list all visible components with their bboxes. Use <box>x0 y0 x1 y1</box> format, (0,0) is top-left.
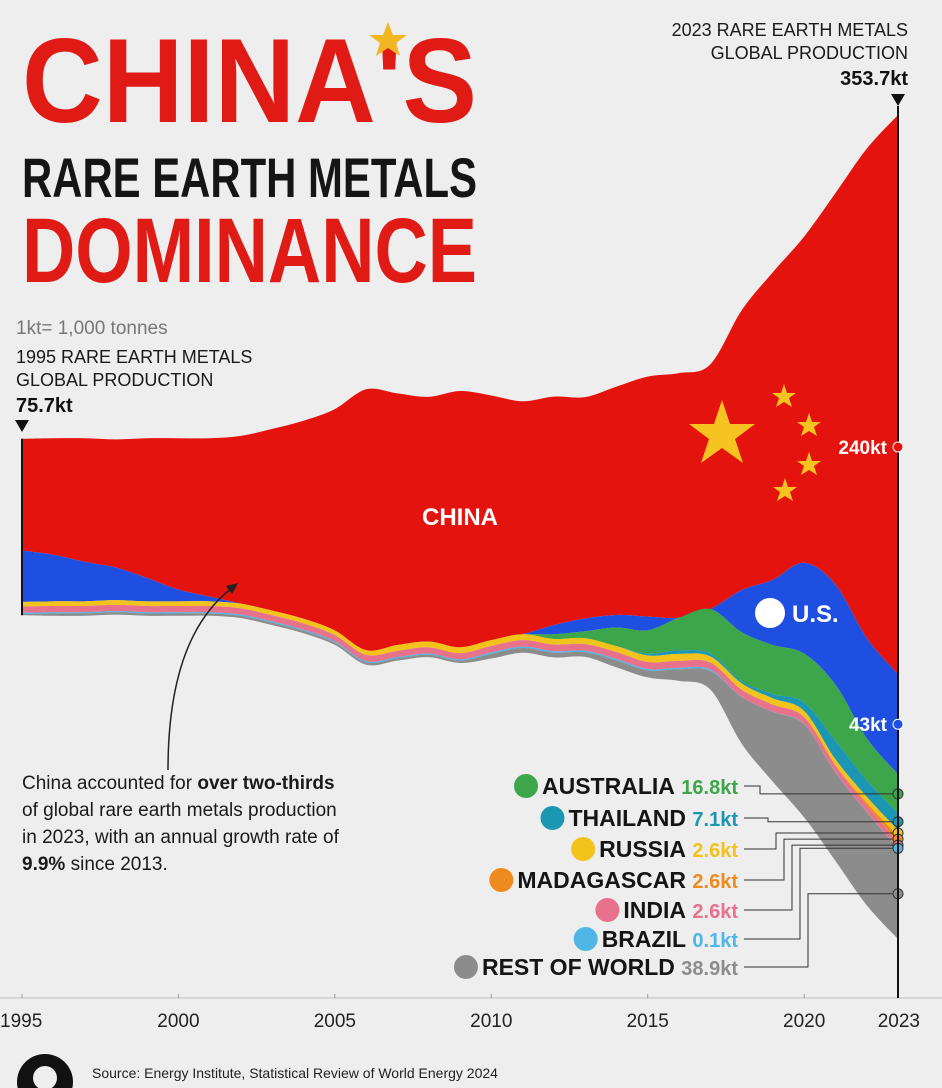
callout-line <box>167 587 233 771</box>
x-tick-label: 2010 <box>470 1011 512 1032</box>
callout: China accounted for over two-thirds of g… <box>22 770 340 878</box>
title: CHINA'S <box>22 14 477 148</box>
connector <box>744 832 898 850</box>
x-tick-label: 2000 <box>157 1011 199 1032</box>
legend-flag <box>571 837 596 861</box>
start-note: 1995 RARE EARTH METALS <box>16 347 252 367</box>
connector <box>744 847 898 940</box>
title-star <box>369 22 407 56</box>
end-note: GLOBAL PRODUCTION <box>711 43 908 63</box>
legend-flag <box>453 955 478 979</box>
legend-name: MADAGASCAR <box>517 867 686 893</box>
callout-emphasis: over two-thirds <box>197 773 335 794</box>
legend-name: BRAZIL <box>602 926 686 952</box>
flag-stars <box>689 384 821 501</box>
callout-text: since 2013. <box>65 854 168 875</box>
area <box>22 550 898 775</box>
title: DOMINANCE <box>22 200 477 302</box>
connector <box>744 893 898 968</box>
legend-value: 38.9kt <box>681 958 738 980</box>
connector <box>744 838 898 881</box>
legend: AUSTRALIA 16.8kt THAILAND 7.1kt RUSSIA 2.6… <box>453 773 904 980</box>
legend-entry: BRAZIL 0.1kt <box>602 926 739 952</box>
legend-value: 0.1kt <box>692 930 738 952</box>
callout-text: China accounted for <box>22 773 198 794</box>
legend-flag <box>595 898 620 922</box>
unit-note: 1kt= 1,000 tonnes <box>16 318 168 339</box>
end-note: 2023 RARE EARTH METALS <box>672 20 908 40</box>
legend-value: 16.8kt <box>681 777 738 799</box>
legend-entry: AUSTRALIA 16.8kt <box>542 773 738 799</box>
legend-value: 2.6kt <box>692 901 738 923</box>
legend-flag <box>573 927 598 951</box>
legend-entry: REST OF WORLD 38.9kt <box>482 954 738 980</box>
legend-value: 2.6kt <box>692 871 738 893</box>
legend-name: THAILAND <box>568 805 686 831</box>
title: RARE EARTH METALS <box>22 146 477 209</box>
legend-name: RUSSIA <box>599 836 686 862</box>
end-dot <box>892 718 904 730</box>
legend-value: 2.6kt <box>692 840 738 862</box>
value-label: 43kt <box>849 715 888 736</box>
connector <box>744 844 898 911</box>
callout-text: of global rare earth metals production i… <box>22 800 339 848</box>
value-label: 240kt <box>838 438 887 459</box>
connector <box>744 817 898 823</box>
stream <box>22 114 898 940</box>
start-note: GLOBAL PRODUCTION <box>16 370 213 390</box>
x-tick-label: 2015 <box>627 1011 669 1032</box>
marker <box>15 420 29 432</box>
x-tick-label: 2023 <box>878 1011 920 1032</box>
area <box>22 604 898 849</box>
area <box>22 600 898 837</box>
legend-name: AUSTRALIA <box>542 773 675 799</box>
legend-flag <box>540 806 565 830</box>
callout-emphasis: 9.9% <box>22 854 66 875</box>
legend-flag <box>514 774 538 798</box>
series-label: U.S. <box>792 601 839 628</box>
legend-entry: THAILAND 7.1kt <box>568 805 738 831</box>
legend-name: REST OF WORLD <box>482 954 675 980</box>
x-tick-label: 2020 <box>783 1011 825 1032</box>
x-tick-label: 2005 <box>314 1011 356 1032</box>
legend-value: 7.1kt <box>692 809 738 831</box>
x-tick-label: 1995 <box>0 1011 42 1032</box>
source: Source: Energy Institute, Statistical Re… <box>92 1065 498 1081</box>
connector <box>744 785 898 795</box>
end-total: 353.7kt <box>840 68 908 90</box>
x-ticks: 1995 2000 2005 2010 2015 2020 2023 <box>0 994 920 1032</box>
legend-entry: MADAGASCAR 2.6kt <box>517 867 738 893</box>
legend-flag <box>489 868 514 892</box>
area <box>22 114 898 675</box>
legend-name: INDIA <box>623 897 686 923</box>
legend-entry: RUSSIA 2.6kt <box>599 836 738 862</box>
marker <box>891 94 905 106</box>
series-label: CHINA <box>422 504 498 531</box>
start-total: 75.7kt <box>16 395 73 417</box>
logo <box>33 1066 57 1088</box>
callout-arrow <box>226 583 238 594</box>
end-dot <box>892 441 904 453</box>
legend-entry: INDIA 2.6kt <box>623 897 738 923</box>
flag <box>755 598 785 628</box>
